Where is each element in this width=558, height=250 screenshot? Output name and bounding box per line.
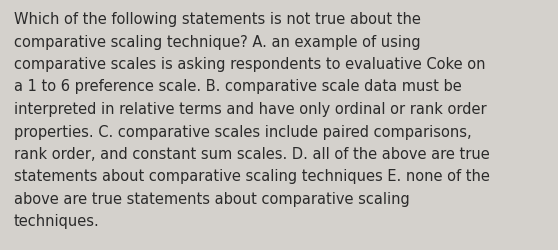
Text: Which of the following statements is not true about the: Which of the following statements is not… — [14, 12, 421, 27]
Text: a 1 to 6 preference scale. B. comparative scale data must be: a 1 to 6 preference scale. B. comparativ… — [14, 79, 462, 94]
Text: rank order, and constant sum scales. D. all of the above are true: rank order, and constant sum scales. D. … — [14, 146, 490, 161]
Text: techniques.: techniques. — [14, 214, 100, 228]
Text: interpreted in relative terms and have only ordinal or rank order: interpreted in relative terms and have o… — [14, 102, 487, 116]
Text: comparative scaling technique? A. an example of using: comparative scaling technique? A. an exa… — [14, 34, 421, 49]
Text: comparative scales is asking respondents to evaluative Coke on: comparative scales is asking respondents… — [14, 57, 485, 72]
Text: properties. C. comparative scales include paired comparisons,: properties. C. comparative scales includ… — [14, 124, 472, 139]
Text: above are true statements about comparative scaling: above are true statements about comparat… — [14, 191, 410, 206]
Text: statements about comparative scaling techniques E. none of the: statements about comparative scaling tec… — [14, 169, 490, 184]
